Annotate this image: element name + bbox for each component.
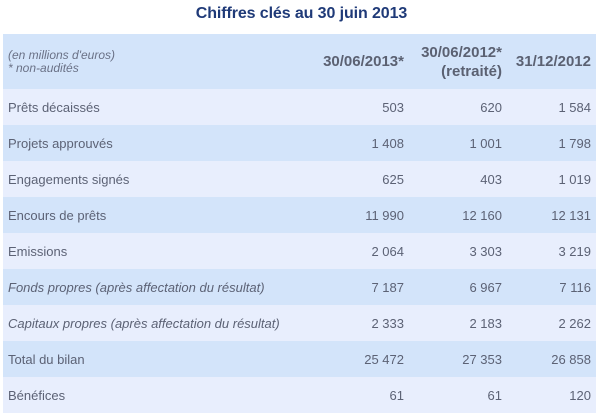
column-header-31-12-2012: 31/12/2012 [507, 34, 596, 89]
cell-value: 2 333 [371, 315, 404, 331]
cell-value: 2 064 [371, 243, 404, 259]
row-label: Fonds propres (après affectation du résu… [8, 279, 265, 295]
table-title: Chiffres clés au 30 juin 2013 [195, 5, 408, 22]
table-row: Encours de prêts 11 990 12 160 12 131 [3, 197, 596, 233]
cell-value: 403 [480, 171, 502, 187]
cell-value: 1 001 [469, 135, 502, 151]
table-row: Prêts décaissés 503 620 1 584 [3, 89, 596, 125]
cell-value: 7 187 [371, 279, 404, 295]
key-figures-table: (en millions d'euros) * non-audités 30/0… [3, 34, 596, 413]
table-row: Emissions 2 064 3 303 3 219 [3, 233, 596, 269]
cell-value: 26 858 [551, 351, 591, 367]
cell-value: 2 183 [469, 315, 502, 331]
cell-value: 2 262 [558, 315, 591, 331]
row-label: Emissions [8, 243, 68, 259]
column-header-label: 31/12/2012 [515, 53, 591, 70]
cell-value: 1 019 [558, 171, 591, 187]
cell-value: 1 798 [558, 135, 591, 151]
cell-value: 6 967 [469, 279, 502, 295]
table-row: Projets approuvés 1 408 1 001 1 798 [3, 125, 596, 161]
column-header-label: 30/06/2012* [421, 43, 502, 61]
units-note-line1: (en millions d'euros) [8, 47, 115, 62]
column-header-30-06-2012: 30/06/2012* (retraité) [409, 34, 507, 89]
units-note-line2: * non-audités [8, 60, 79, 75]
row-label: Engagements signés [8, 171, 130, 187]
column-header-label: 30/06/2013* [323, 53, 404, 70]
cell-value: 12 131 [551, 207, 591, 223]
row-label: Total du bilan [8, 351, 85, 367]
cell-value: 1 584 [558, 99, 591, 115]
cell-value: 620 [480, 99, 502, 115]
table-row: Total du bilan 25 472 27 353 26 858 [3, 341, 596, 377]
table-row: Capitaux propres (après affectation du r… [3, 305, 596, 341]
table-row: Fonds propres (après affectation du résu… [3, 269, 596, 305]
row-label: Prêts décaissés [8, 99, 100, 115]
cell-value: 11 990 [365, 207, 404, 223]
cell-value: 625 [382, 171, 404, 187]
cell-value: 503 [382, 99, 404, 115]
table-header-row: (en millions d'euros) * non-audités 30/0… [3, 34, 596, 89]
row-label: Encours de prêts [8, 207, 107, 223]
cell-value: 27 353 [462, 351, 502, 367]
cell-value: 12 160 [462, 207, 502, 223]
cell-value: 120 [569, 387, 591, 403]
table-row: Engagements signés 625 403 1 019 [3, 161, 596, 197]
row-label: Capitaux propres (après affectation du r… [8, 315, 280, 331]
cell-value: 3 303 [469, 243, 502, 259]
cell-value: 61 [389, 387, 404, 403]
column-header-sublabel: (retraité) [441, 62, 502, 80]
table-row: Bénéfices 61 61 120 [3, 377, 596, 413]
column-header-30-06-2013: 30/06/2013* [308, 34, 409, 89]
cell-value: 25 472 [364, 351, 404, 367]
row-label: Bénéfices [8, 387, 66, 403]
cell-value: 7 116 [559, 279, 591, 295]
cell-value: 3 219 [558, 243, 591, 259]
row-label: Projets approuvés [8, 135, 113, 151]
units-note: (en millions d'euros) * non-audités [3, 34, 308, 89]
cell-value: 61 [487, 387, 502, 403]
cell-value: 1 408 [371, 135, 404, 151]
